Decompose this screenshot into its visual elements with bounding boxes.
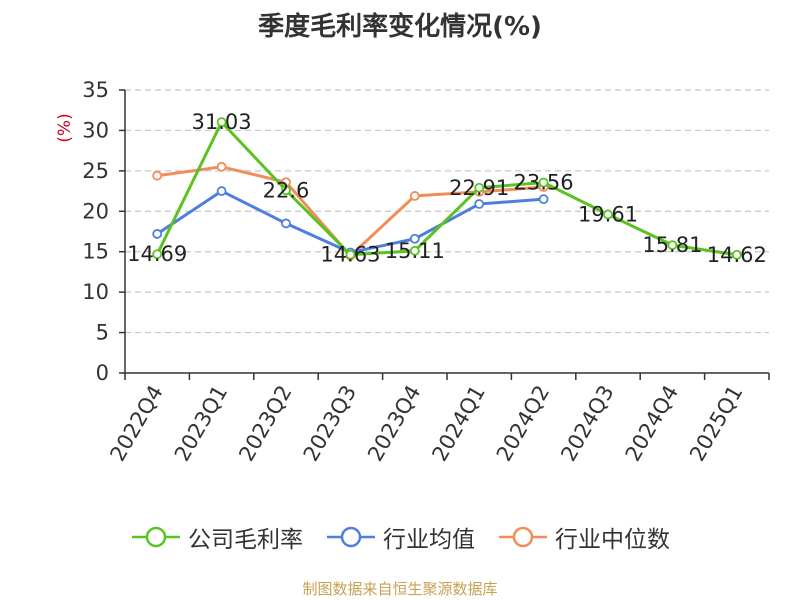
chart-title: 季度毛利率变化情况(%) (258, 12, 542, 42)
data-point (216, 117, 227, 128)
legend: 公司毛利率 行业均值 行业中位数 (0, 520, 800, 554)
data-label: 15.11 (385, 239, 445, 263)
legend-marker (340, 526, 362, 548)
data-label: 14.69 (127, 242, 187, 266)
data-point (538, 194, 549, 205)
data-label: 31.03 (192, 110, 252, 134)
legend-item-company[interactable]: 公司毛利率 (130, 520, 303, 554)
data-point (538, 177, 549, 188)
y-tick-label: 0 (96, 361, 109, 385)
data-point (409, 245, 420, 256)
data-point (281, 218, 291, 229)
data-label: 15.81 (642, 233, 702, 257)
data-point (216, 161, 227, 172)
data-label: 23.56 (514, 171, 574, 195)
legend-marker (145, 526, 167, 548)
data-label: 14.63 (320, 243, 380, 267)
x-tick-label: 2024Q2 (492, 381, 554, 465)
data-source-note: 制图数据来自恒生聚源数据库 (302, 580, 498, 598)
x-tick-label: 2023Q2 (234, 381, 296, 465)
legend-item-industry-median[interactable]: 行业中位数 (497, 520, 670, 554)
y-tick-label: 35 (82, 78, 109, 102)
y-tick-label: 10 (82, 280, 109, 304)
data-label: 14.62 (707, 243, 767, 267)
y-tick-label: 20 (82, 199, 109, 223)
data-point (345, 249, 356, 260)
y-tick-label: 25 (82, 159, 109, 183)
data-point (474, 199, 485, 209)
legend-label-industry-avg: 行业均值 (383, 527, 475, 553)
x-tick-label: 2024Q4 (621, 381, 683, 465)
y-axis-label: (%) (55, 113, 75, 142)
data-point (216, 186, 227, 196)
legend-label-industry-median: 行业中位数 (555, 527, 670, 553)
y-tick-label: 15 (82, 240, 109, 264)
data-label: 22.91 (449, 176, 509, 200)
legend-swatch-company (132, 526, 180, 548)
legend-marker (512, 526, 534, 548)
legend-swatch-industry-avg (327, 526, 375, 548)
data-point (152, 249, 163, 260)
grid-lines (125, 89, 769, 334)
x-tick-label: 2023Q4 (363, 381, 425, 465)
data-point (667, 240, 678, 251)
legend-swatch-industry-median (499, 526, 547, 548)
series-lines (152, 117, 742, 261)
legend-label-company: 公司毛利率 (188, 527, 303, 553)
data-point (409, 191, 420, 201)
data-point (281, 185, 291, 196)
data-label: 22.6 (263, 178, 310, 202)
x-tick-label: 2023Q3 (299, 381, 361, 465)
x-tick-label: 2025Q1 (685, 381, 747, 465)
y-tick-label: 30 (82, 118, 109, 142)
x-tick-label: 2023Q1 (170, 381, 232, 465)
data-point (409, 233, 420, 244)
data-point (603, 209, 613, 220)
data-point (731, 249, 742, 260)
data-point (474, 182, 485, 193)
x-tick-label: 2022Q4 (105, 381, 167, 465)
x-tick-label: 2024Q1 (427, 381, 489, 465)
data-point (152, 170, 163, 181)
data-point (152, 229, 163, 239)
series-line (155, 120, 738, 257)
y-tick-label: 5 (96, 321, 109, 345)
x-tick-label: 2024Q3 (556, 381, 618, 465)
data-label: 19.61 (578, 202, 638, 226)
legend-item-industry-avg[interactable]: 行业均值 (325, 520, 475, 554)
